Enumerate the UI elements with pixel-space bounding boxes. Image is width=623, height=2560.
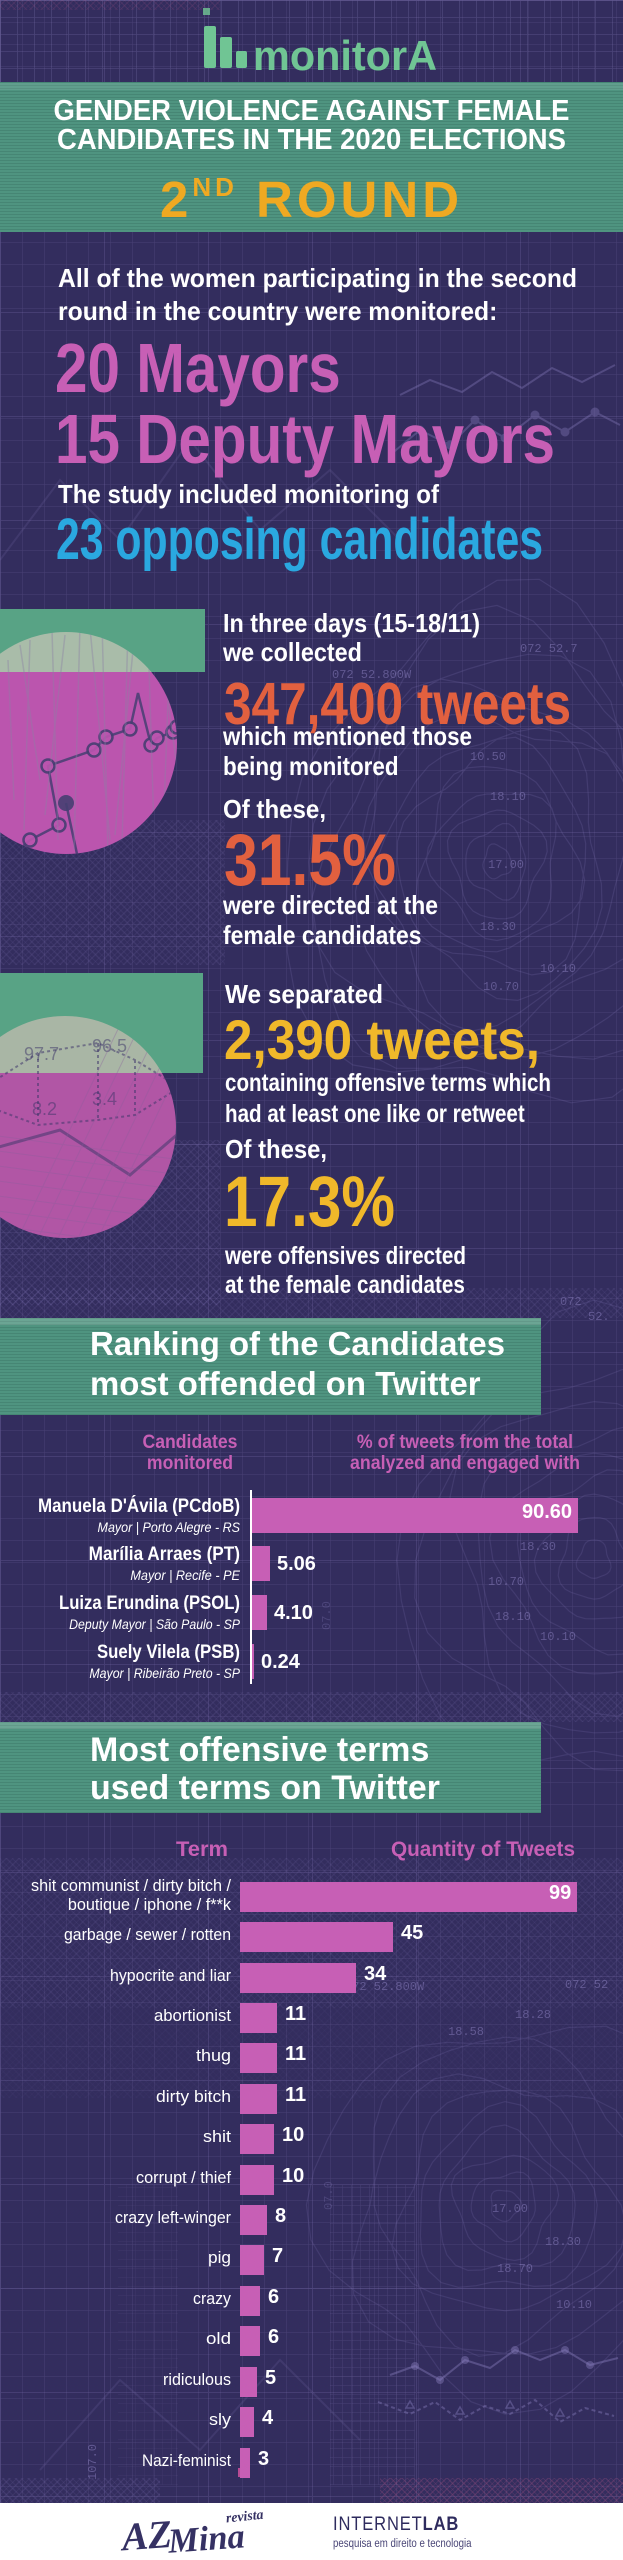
svg-text:18.10: 18.10 [490,790,526,804]
svg-text:10.10: 10.10 [540,1630,576,1644]
svg-text:AZ: AZ [118,2513,174,2560]
svg-text:07.0: 07.0 [320,1601,334,1630]
svg-text:10.50: 10.50 [470,750,506,764]
svg-text:96.5: 96.5 [92,1036,127,1056]
svg-text:97.7: 97.7 [24,1044,59,1064]
svg-text:3.4: 3.4 [92,1089,117,1109]
svg-text:10.10: 10.10 [540,962,576,976]
svg-text:18.70: 18.70 [497,2262,533,2276]
svg-text:monitorA: monitorA [253,32,437,79]
svg-text:10.70: 10.70 [488,1575,524,1589]
svg-text:8.2: 8.2 [32,1099,57,1119]
svg-text:07.0: 07.0 [322,2181,336,2210]
svg-text:revista: revista [225,2507,264,2526]
svg-text:17.00: 17.00 [488,858,524,872]
svg-text:072 52.800W: 072 52.800W [332,668,412,682]
svg-text:10.70: 10.70 [483,980,519,994]
svg-text:Mina: Mina [166,2517,246,2560]
svg-text:18.30: 18.30 [480,920,516,934]
svg-text:10.10: 10.10 [556,2298,592,2312]
svg-text:072 52.7: 072 52.7 [520,642,578,656]
svg-text:18.10: 18.10 [495,1610,531,1624]
svg-text:18.30: 18.30 [520,1540,556,1554]
svg-text:107.0: 107.0 [86,2444,100,2480]
svg-text:18.30: 18.30 [545,2235,581,2249]
svg-text:17.00: 17.00 [492,2202,528,2216]
